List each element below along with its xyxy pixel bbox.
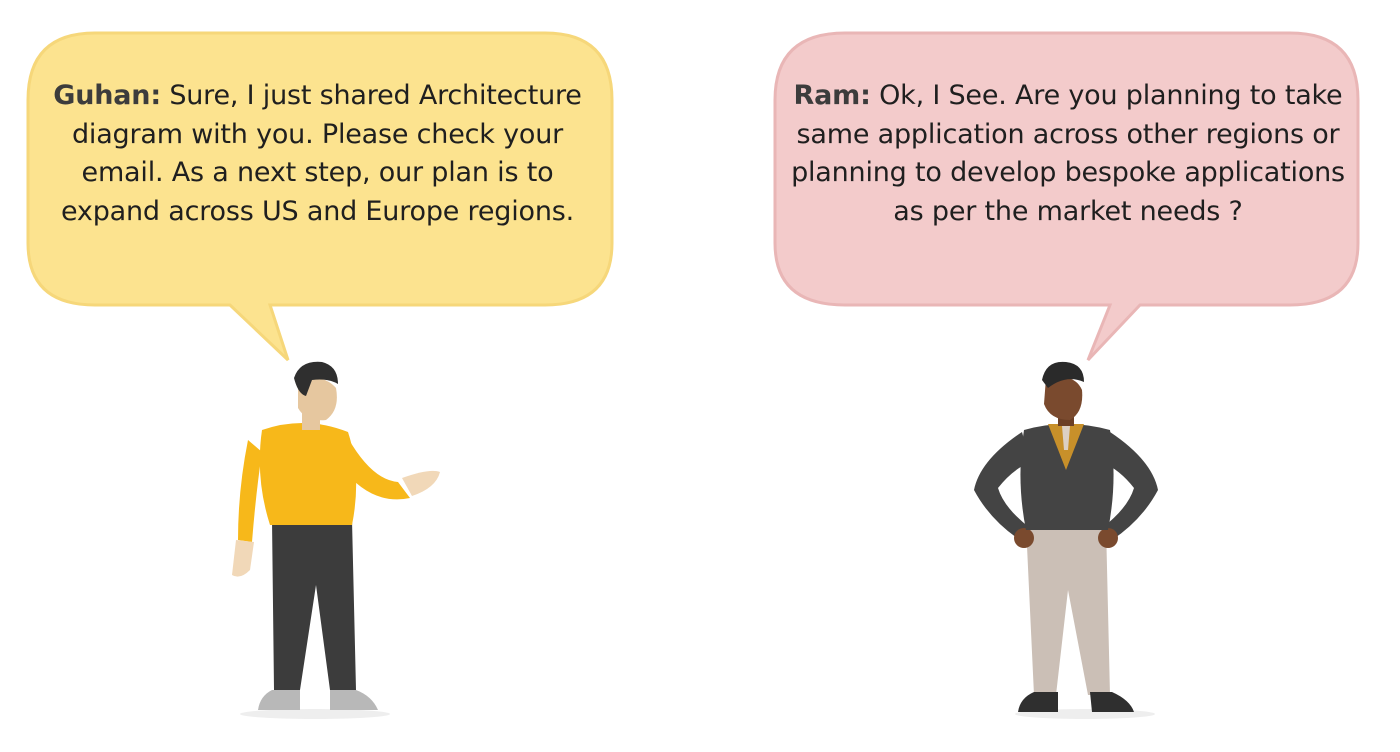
left-speaker-name: Guhan: — [53, 80, 161, 111]
right-bubble-text: Ram: Ok, I See. Are you planning to take… — [788, 77, 1348, 231]
left-figure-shadow — [240, 709, 390, 719]
left-figure-torso — [259, 422, 357, 525]
left-figure-hand-right — [402, 470, 440, 496]
left-figure-shoe-left — [258, 690, 300, 710]
right-figure-hair — [1042, 361, 1084, 388]
right-figure-hand-left — [1014, 528, 1034, 548]
left-figure-arm-left — [238, 440, 262, 542]
right-figure-arm-left — [974, 432, 1030, 540]
left-bubble-text: Guhan: Sure, I just shared Architecture … — [40, 77, 595, 231]
left-figure-hair — [294, 361, 338, 396]
right-speaker-name: Ram: — [793, 80, 871, 111]
right-message: Ok, I See. Are you planning to take same… — [791, 80, 1345, 227]
right-figure-shoe-left — [1018, 692, 1058, 712]
left-figure-arm-right — [342, 438, 410, 500]
right-figure-shoe-right — [1090, 692, 1134, 712]
right-figure-face — [1044, 376, 1083, 420]
right-figure-jacket — [1020, 424, 1114, 530]
right-figure-pants — [1026, 525, 1110, 695]
left-figure-legs — [272, 520, 356, 690]
left-figure-shoe-right — [330, 690, 378, 710]
right-figure-tie — [1062, 426, 1070, 450]
left-speech-bubble — [26, 31, 614, 362]
left-message: Sure, I just shared Architecture diagram… — [61, 80, 582, 227]
right-speech-bubble — [773, 31, 1360, 362]
right-figure-hand-right — [1098, 528, 1118, 548]
left-figure-hand-left — [232, 540, 254, 577]
right-figure-arm-right — [1102, 432, 1158, 540]
